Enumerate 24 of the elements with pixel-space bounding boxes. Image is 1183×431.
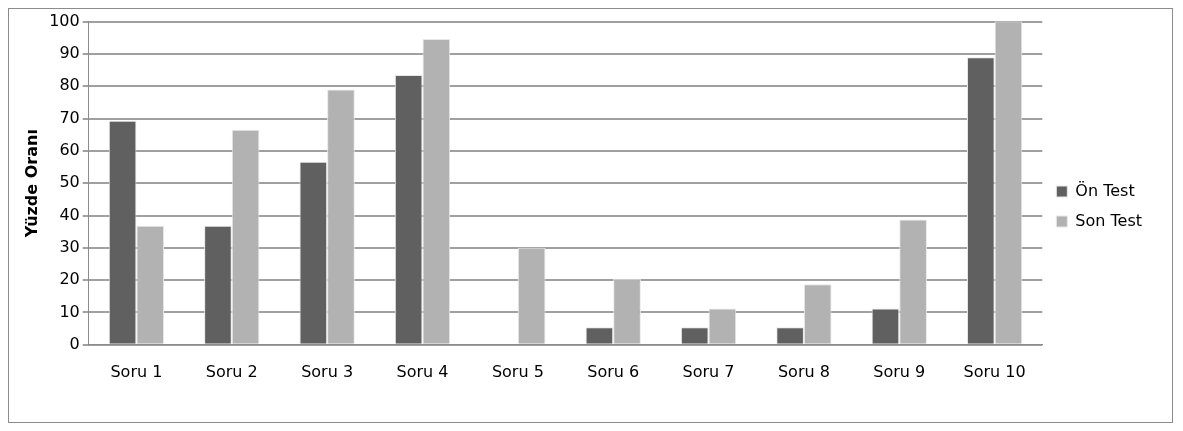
y-tick-label: 70: [59, 107, 80, 127]
y-tick-label: 30: [59, 237, 80, 256]
legend-label: Ön Test: [1075, 180, 1135, 200]
x-tick-label: Soru 5: [491, 361, 544, 381]
x-tick-label: Soru 6: [587, 361, 640, 381]
y-tick-label: 20: [59, 269, 80, 289]
y-tick-label: 60: [59, 140, 80, 160]
x-tick-label: Soru 7: [682, 361, 735, 381]
x-tick-label: Soru 4: [396, 361, 449, 381]
x-tick-label: Soru 2: [205, 361, 258, 381]
x-tick-label: Soru 1: [110, 361, 163, 381]
x-tick-label: Soru 3: [301, 361, 354, 381]
y-tick-label: 90: [59, 43, 80, 63]
y-tick-label: 50: [59, 172, 80, 192]
y-tick-label: 0: [69, 333, 80, 353]
y-tick-label: 40: [59, 204, 80, 224]
legend-label: Son Test: [1075, 210, 1143, 230]
y-tick-label: 10: [59, 301, 80, 321]
y-axis-title: Yüzde Oranı: [21, 129, 41, 239]
y-tick-label: 80: [59, 75, 80, 95]
x-tick-label: Soru 10: [963, 361, 1026, 381]
y-tick-label: 100: [49, 10, 80, 30]
x-tick-label: Soru 9: [873, 361, 926, 381]
x-tick-label: Soru 8: [777, 361, 830, 381]
